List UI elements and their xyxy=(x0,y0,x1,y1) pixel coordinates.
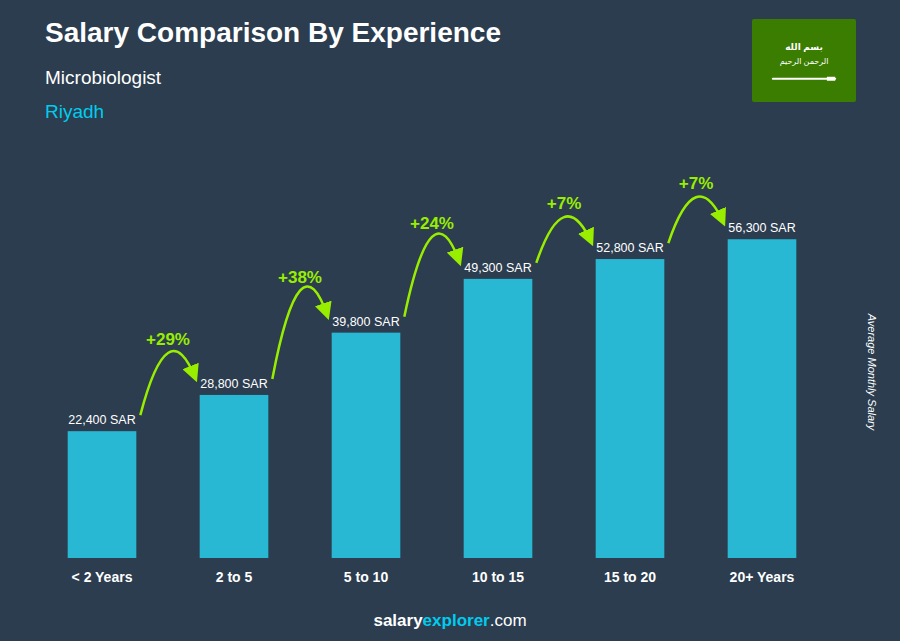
change-label: +7% xyxy=(547,194,582,213)
city: Riyadh xyxy=(45,101,104,122)
change-arrow xyxy=(668,197,723,243)
data-label: 56,300 SAR xyxy=(728,221,795,235)
background xyxy=(0,0,900,641)
data-label: 49,300 SAR xyxy=(464,261,531,275)
y-axis-label: Average Monthly Salary xyxy=(866,313,878,432)
flag-field xyxy=(752,19,856,102)
flag-sword-hilt xyxy=(827,77,835,81)
bar xyxy=(596,259,665,558)
subtitle: Microbiologist xyxy=(45,67,162,88)
change-label: +38% xyxy=(278,268,322,287)
data-label: 52,800 SAR xyxy=(596,241,663,255)
x-tick-label: < 2 Years xyxy=(72,569,133,585)
flag: بسم الله الرحمن الرحيم xyxy=(752,19,856,102)
change-arrow xyxy=(140,351,195,415)
flag-text: بسم الله xyxy=(785,42,823,52)
data-label: 39,800 SAR xyxy=(332,315,399,329)
footer: salaryexplorer.com xyxy=(373,611,526,630)
bar xyxy=(332,333,401,558)
x-tick-label: 10 to 15 xyxy=(472,569,524,585)
footer-part: explorer xyxy=(423,611,490,630)
bar xyxy=(464,279,533,558)
bars xyxy=(68,239,797,558)
chart: Salary Comparison By Experience Microbiol… xyxy=(0,0,900,641)
change-label: +7% xyxy=(679,174,714,193)
change-label: +29% xyxy=(146,330,190,349)
footer-part: salary xyxy=(373,611,423,630)
x-tick-label: 2 to 5 xyxy=(216,569,253,585)
change-arrow xyxy=(536,216,591,262)
flag-sword xyxy=(773,78,835,80)
bar xyxy=(200,395,269,558)
data-label: 22,400 SAR xyxy=(68,413,135,427)
x-tick-label: 5 to 10 xyxy=(344,569,389,585)
change-arrow xyxy=(272,286,327,379)
bar xyxy=(728,239,797,558)
title: Salary Comparison By Experience xyxy=(45,17,501,48)
change-label: +24% xyxy=(410,214,454,233)
x-tick-label: 15 to 20 xyxy=(604,569,656,585)
bar xyxy=(68,431,137,558)
data-label: 28,800 SAR xyxy=(200,377,267,391)
x-tick-label: 20+ Years xyxy=(730,569,795,585)
footer-part: .com xyxy=(490,611,527,630)
flag-text: الرحمن الرحيم xyxy=(780,57,829,66)
change-arrow xyxy=(404,233,459,316)
